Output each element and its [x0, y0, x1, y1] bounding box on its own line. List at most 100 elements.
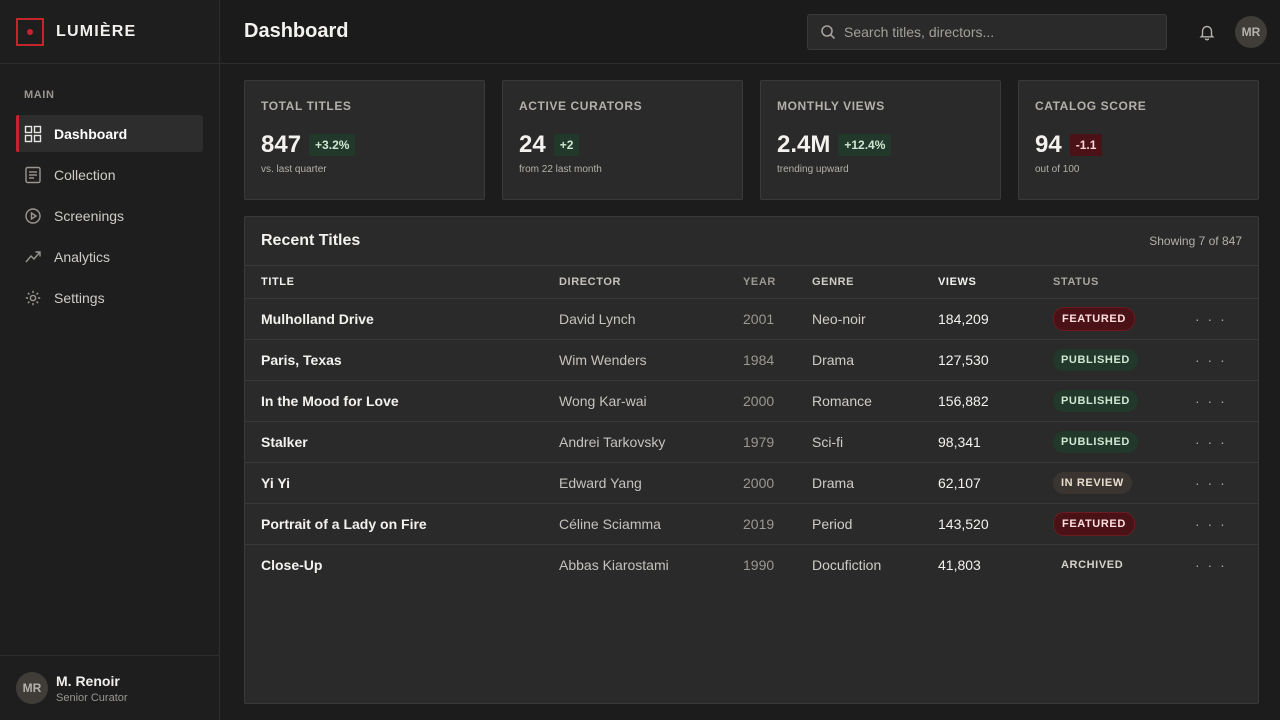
stat-card-total-titles: TOTAL TITLES 847 +3.2% vs. last quarter [244, 80, 485, 200]
sidebar-item-settings[interactable]: Settings [16, 279, 203, 316]
stat-card-catalog-score: CATALOG SCORE 94 -1.1 out of 100 [1018, 80, 1259, 200]
director-cell: Wim Wenders [559, 339, 743, 381]
director-cell: Céline Sciamma [559, 503, 743, 545]
titles-table: TITLE DIRECTOR YEAR GENRE VIEWS STATUS M… [245, 266, 1258, 585]
notifications-bell-icon[interactable] [1197, 22, 1217, 42]
stat-value-row: 24 +2 [519, 131, 726, 159]
column-header-year[interactable]: YEAR [743, 266, 812, 299]
title-cell[interactable]: Mulholland Drive [245, 298, 559, 340]
stat-subtext: trending upward [777, 164, 849, 175]
stat-value: 94 [1035, 131, 1062, 158]
year-cell: 1990 [743, 556, 775, 573]
title-cell[interactable]: In the Mood for Love [245, 380, 559, 422]
status-cell: PUBLISHED [1053, 339, 1193, 381]
row-actions-menu-icon[interactable]: · · · [1193, 503, 1258, 545]
row-actions-menu-icon[interactable]: · · · [1193, 421, 1258, 463]
views-cell: 143,520 [938, 503, 1053, 545]
user-meta: M. Renoir Senior Curator [56, 673, 128, 704]
views-cell: 184,209 [938, 298, 1053, 340]
page-title: Dashboard [244, 20, 349, 42]
column-header-actions [1193, 266, 1258, 299]
row-actions-menu-icon[interactable]: · · · [1193, 380, 1258, 422]
status-cell: PUBLISHED [1053, 380, 1193, 422]
table-row[interactable]: Yi Yi Edward Yang 2000 Drama 62,107 IN R… [245, 462, 1258, 504]
avatar: MR [16, 672, 48, 704]
brand-name: LUMIÈRE [56, 22, 137, 40]
status-badge: ARCHIVED [1061, 558, 1124, 571]
status-cell: FEATURED [1053, 503, 1193, 545]
header-avatar[interactable]: MR [1235, 15, 1267, 48]
table-row[interactable]: Paris, Texas Wim Wenders 1984 Drama 127,… [245, 339, 1258, 381]
views-cell: 98,341 [938, 421, 1053, 463]
recent-titles-panel: Recent Titles Showing 7 of 847 TITLE DIR… [244, 216, 1259, 704]
stat-value: 2.4M [777, 131, 831, 158]
play-circle-icon [24, 207, 42, 225]
search-bar[interactable] [807, 13, 1167, 50]
status-badge: FEATURED [1053, 306, 1135, 331]
genre-cell: Sci-fi [812, 421, 938, 463]
status-cell: ARCHIVED [1053, 544, 1193, 585]
status-badge: IN REVIEW [1053, 471, 1132, 494]
results-count: Showing 7 of 847 [1149, 234, 1242, 248]
nav-section-label: MAIN [24, 89, 55, 101]
sidebar-item-analytics[interactable]: Analytics [16, 238, 203, 275]
column-header-views[interactable]: VIEWS [938, 266, 1053, 299]
sidebar-item-label: Analytics [54, 248, 111, 265]
stat-card-monthly-views: MONTHLY VIEWS 2.4M +12.4% trending upwar… [760, 80, 1001, 200]
stat-delta-badge: -1.1 [1069, 134, 1103, 156]
stat-label: TOTAL TITLES [261, 99, 352, 113]
search-input[interactable] [844, 23, 1144, 40]
stat-value-row: 94 -1.1 [1035, 131, 1242, 159]
user-profile[interactable]: MR M. Renoir Senior Curator [0, 655, 219, 720]
column-header-title[interactable]: TITLE [245, 266, 559, 299]
title-cell[interactable]: Portrait of a Lady on Fire [245, 503, 559, 545]
table-row[interactable]: Mulholland Drive David Lynch 2001 Neo-no… [245, 298, 1258, 340]
genre-cell: Docufiction [812, 556, 882, 573]
genre-cell: Drama [812, 462, 938, 504]
column-header-director[interactable]: DIRECTOR [559, 266, 743, 299]
row-actions-menu-icon[interactable]: · · · [1193, 298, 1258, 340]
status-badge: PUBLISHED [1053, 430, 1138, 453]
table-row[interactable]: Portrait of a Lady on Fire Céline Sciamm… [245, 503, 1258, 545]
stat-label: CATALOG SCORE [1035, 99, 1147, 113]
user-name: M. Renoir [56, 672, 120, 689]
year-cell: 1984 [743, 339, 812, 381]
director-cell: David Lynch [559, 298, 743, 340]
column-header-status[interactable]: STATUS [1053, 266, 1193, 299]
sidebar-nav: Dashboard Collection Screenings Analytic… [0, 115, 219, 316]
row-actions-menu-icon[interactable]: · · · [1193, 462, 1258, 504]
row-actions-menu-icon[interactable]: · · · [1195, 556, 1227, 573]
title-cell[interactable]: Yi Yi [245, 462, 559, 504]
sidebar-item-dashboard[interactable]: Dashboard [16, 115, 203, 152]
table-row[interactable]: Close-Up Abbas Kiarostami 1990 Docuficti… [245, 544, 1258, 585]
table-row[interactable]: Stalker Andrei Tarkovsky 1979 Sci-fi 98,… [245, 421, 1258, 463]
director-cell: Andrei Tarkovsky [559, 421, 743, 463]
sidebar-item-collection[interactable]: Collection [16, 156, 203, 193]
year-cell: 1979 [743, 421, 812, 463]
table-row[interactable]: In the Mood for Love Wong Kar-wai 2000 R… [245, 380, 1258, 422]
sidebar-item-screenings[interactable]: Screenings [16, 197, 203, 234]
column-header-genre[interactable]: GENRE [812, 266, 938, 299]
brand-logo-icon [16, 17, 44, 46]
title-cell[interactable]: Paris, Texas [245, 339, 559, 381]
stat-delta-badge: +12.4% [838, 134, 892, 156]
stat-delta-badge: +3.2% [309, 134, 356, 156]
brand[interactable]: LUMIÈRE [0, 0, 219, 64]
status-cell: IN REVIEW [1053, 462, 1193, 504]
sidebar: LUMIÈRE MAIN Dashboard Collection Screen [0, 0, 220, 720]
stat-delta-badge: +2 [553, 134, 580, 156]
row-actions-menu-icon[interactable]: · · · [1193, 339, 1258, 381]
stat-card-active-curators: ACTIVE CURATORS 24 +2 from 22 last month [502, 80, 743, 200]
sidebar-item-label: Collection [54, 166, 116, 183]
gear-icon [24, 289, 42, 307]
title-cell[interactable]: Stalker [245, 421, 559, 463]
title-cell[interactable]: Close-Up [261, 556, 323, 573]
user-role: Senior Curator [56, 691, 128, 704]
sidebar-item-label: Screenings [54, 207, 125, 224]
year-cell: 2019 [743, 503, 812, 545]
genre-cell: Period [812, 503, 938, 545]
content: TOTAL TITLES 847 +3.2% vs. last quarter … [220, 64, 1280, 704]
stat-subtext: vs. last quarter [261, 164, 327, 175]
topbar: Dashboard MR [220, 0, 1280, 64]
